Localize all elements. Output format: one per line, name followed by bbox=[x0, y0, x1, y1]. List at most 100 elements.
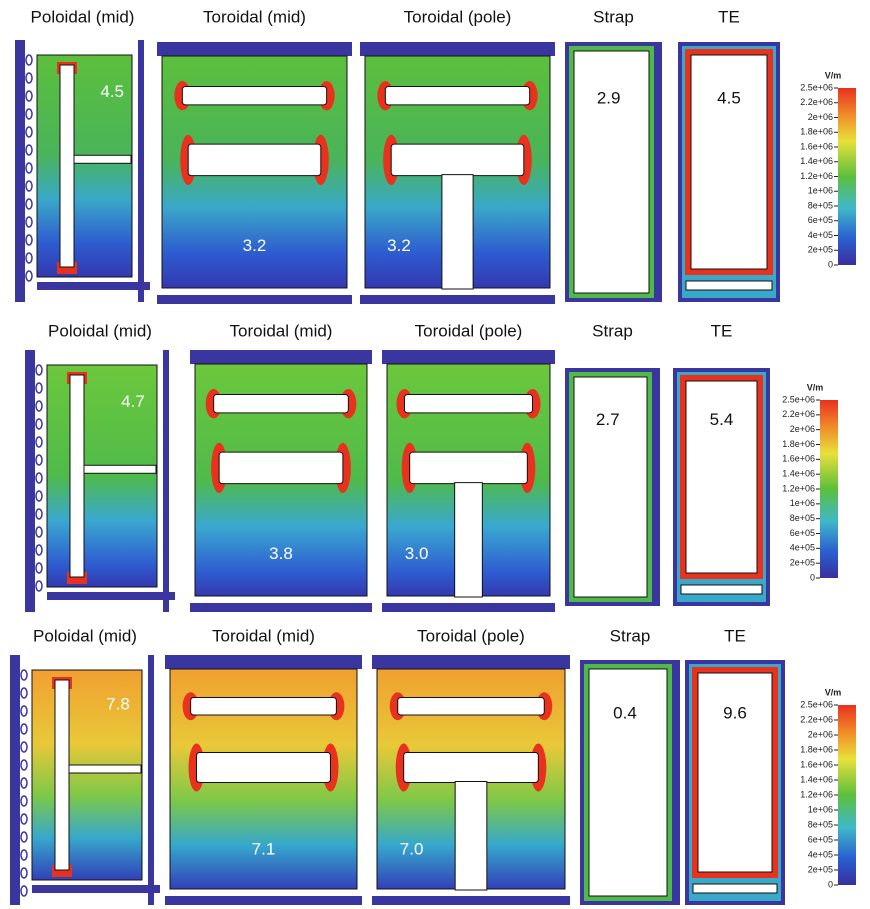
conductor bbox=[54, 679, 70, 871]
port-wall bbox=[10, 655, 20, 905]
wall bbox=[372, 896, 570, 905]
colorbar-label: 1e+06 bbox=[808, 186, 833, 196]
wall bbox=[360, 42, 555, 56]
port-hole bbox=[35, 472, 43, 484]
port-hole bbox=[25, 54, 33, 66]
port-hole bbox=[25, 126, 33, 138]
conductor bbox=[69, 374, 85, 578]
colorbar-label: 2.2e+06 bbox=[782, 409, 815, 419]
colorbar-label: 0 bbox=[828, 879, 833, 889]
port-hole bbox=[20, 867, 28, 879]
port-hole bbox=[35, 364, 43, 376]
colorbar-label: 1.8e+06 bbox=[800, 127, 833, 137]
port-hole bbox=[35, 382, 43, 394]
colorbar-label: 1.4e+06 bbox=[800, 156, 833, 166]
colorbar-label: 6e+05 bbox=[808, 834, 833, 844]
field bbox=[46, 364, 158, 588]
colorbar-label: 1e+06 bbox=[808, 804, 833, 814]
port-hole bbox=[35, 508, 43, 520]
colorbar-label: 1.2e+06 bbox=[800, 789, 833, 799]
conductor bbox=[690, 54, 768, 270]
panel-title: TE bbox=[724, 626, 746, 645]
conductor bbox=[680, 584, 763, 595]
panel-title: Toroidal (mid) bbox=[230, 321, 333, 340]
conductor bbox=[454, 781, 488, 891]
conductor bbox=[390, 143, 525, 177]
wall bbox=[148, 655, 154, 905]
colorbar-label: 4e+05 bbox=[790, 543, 815, 553]
colorbar-label: 1.4e+06 bbox=[800, 774, 833, 784]
conductor bbox=[213, 394, 349, 414]
colorbar-label: 1.8e+06 bbox=[800, 744, 833, 754]
port-hole bbox=[35, 418, 43, 430]
panel-value: 0.4 bbox=[613, 703, 637, 722]
conductor bbox=[73, 154, 132, 164]
port-hole bbox=[20, 885, 28, 897]
port-hole bbox=[35, 544, 43, 556]
conductor bbox=[441, 174, 474, 290]
colorbar-label: 1.4e+06 bbox=[782, 469, 815, 479]
colorbar-label: 4e+05 bbox=[808, 230, 833, 240]
panel-value: 4.5 bbox=[100, 82, 124, 101]
port-hole bbox=[20, 741, 28, 753]
wall bbox=[163, 350, 169, 612]
port-wall bbox=[15, 40, 25, 302]
conductor bbox=[218, 451, 344, 485]
conductor bbox=[187, 143, 322, 177]
port-wall bbox=[25, 350, 35, 612]
colorbar-label: 1e+06 bbox=[790, 498, 815, 508]
wall bbox=[32, 885, 160, 893]
port-hole bbox=[25, 72, 33, 84]
panel-title: Toroidal (pole) bbox=[417, 626, 525, 645]
panel-value: 9.6 bbox=[723, 703, 747, 722]
colorbar bbox=[838, 88, 856, 265]
port-hole bbox=[25, 270, 33, 282]
colorbar-label: 8e+05 bbox=[790, 513, 815, 523]
port-hole bbox=[25, 108, 33, 120]
port-hole bbox=[20, 669, 28, 681]
conductor bbox=[181, 86, 328, 106]
colorbar-label: 2e+06 bbox=[808, 729, 833, 739]
colorbar-unit: V/m bbox=[807, 382, 824, 392]
port-hole bbox=[20, 705, 28, 717]
colorbar-label: 1.6e+06 bbox=[800, 759, 833, 769]
colorbar-label: 0 bbox=[810, 572, 815, 582]
port-hole bbox=[25, 234, 33, 246]
port-hole bbox=[20, 849, 28, 861]
wall bbox=[165, 655, 362, 669]
panel-value: 7.0 bbox=[400, 839, 424, 858]
panel-value: 2.7 bbox=[596, 410, 620, 429]
port-hole bbox=[35, 526, 43, 538]
panel-value: 7.1 bbox=[252, 839, 276, 858]
port-hole bbox=[20, 723, 28, 735]
colorbar-label: 2.2e+06 bbox=[800, 714, 833, 724]
port-hole bbox=[20, 813, 28, 825]
colorbar-label: 1.6e+06 bbox=[800, 141, 833, 151]
panel-value: 2.9 bbox=[597, 89, 621, 108]
wall bbox=[372, 655, 570, 669]
conductor bbox=[196, 752, 331, 783]
panel-value: 4.5 bbox=[717, 89, 741, 108]
conductor bbox=[403, 752, 539, 783]
port-hole bbox=[35, 490, 43, 502]
conductor bbox=[685, 380, 758, 574]
conductor bbox=[409, 451, 528, 485]
wall bbox=[157, 42, 352, 56]
colorbar-label: 2.2e+06 bbox=[800, 97, 833, 107]
field bbox=[31, 669, 143, 881]
field bbox=[36, 54, 133, 278]
wall bbox=[360, 295, 555, 304]
colorbar-label: 2.5e+06 bbox=[800, 82, 833, 92]
conductor bbox=[692, 883, 778, 894]
wall bbox=[37, 282, 150, 290]
conductor bbox=[573, 376, 648, 598]
conductor bbox=[59, 64, 75, 268]
conductor bbox=[697, 672, 773, 873]
colorbar-label: 6e+05 bbox=[808, 215, 833, 225]
wall bbox=[138, 40, 144, 302]
port-hole bbox=[25, 180, 33, 192]
port-hole bbox=[35, 454, 43, 466]
colorbar-label: 2e+06 bbox=[790, 424, 815, 434]
conductor bbox=[83, 464, 157, 474]
